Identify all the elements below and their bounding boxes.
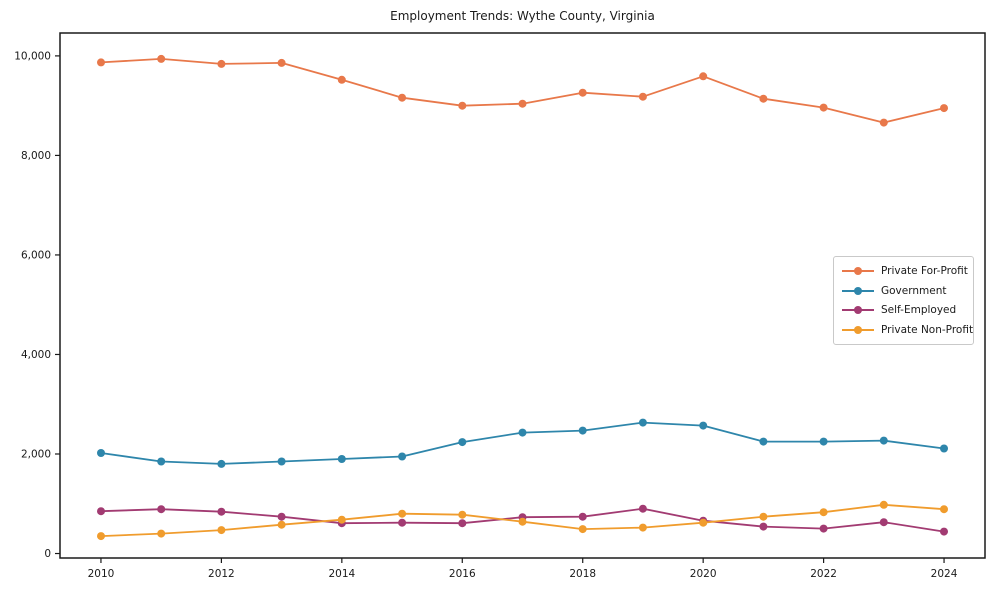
- data-point-government-2017: [518, 428, 527, 437]
- data-point-private-for-profit-2021: [759, 94, 768, 103]
- data-point-private-for-profit-2010: [97, 58, 105, 67]
- y-tick-label: 2,000: [21, 448, 51, 460]
- data-point-government-2021: [759, 437, 768, 446]
- x-tick-label: 2010: [88, 568, 115, 580]
- legend-label: Private For-Profit: [881, 264, 968, 277]
- data-point-self-employed-2010: [97, 507, 105, 516]
- legend-marker-icon: [842, 305, 874, 315]
- data-point-government-2023: [879, 436, 888, 445]
- data-point-private-for-profit-2014: [337, 75, 346, 84]
- x-tick-label: 2018: [569, 568, 596, 580]
- data-point-private-for-profit-2019: [638, 92, 647, 101]
- axes-spines: [59, 32, 986, 559]
- legend-marker-icon: [842, 325, 874, 335]
- data-point-private-non-profit-2015: [398, 509, 407, 518]
- data-point-private-non-profit-2022: [819, 508, 828, 517]
- data-point-self-employed-2016: [458, 519, 467, 528]
- data-point-self-employed-2022: [819, 524, 828, 533]
- data-point-government-2024: [940, 444, 948, 453]
- data-point-private-non-profit-2024: [940, 505, 948, 514]
- data-point-self-employed-2011: [157, 505, 166, 514]
- data-point-private-for-profit-2022: [819, 103, 828, 112]
- data-point-private-non-profit-2019: [638, 523, 647, 532]
- data-point-private-for-profit-2012: [217, 59, 226, 68]
- data-point-government-2013: [277, 457, 286, 466]
- data-point-self-employed-2024: [940, 527, 948, 536]
- data-point-government-2015: [398, 452, 407, 461]
- data-point-self-employed-2018: [578, 512, 587, 521]
- series-line-private-for-profit: [100, 58, 945, 124]
- legend-marker-icon: [842, 286, 874, 296]
- data-point-government-2020: [699, 421, 708, 430]
- data-point-private-for-profit-2016: [458, 101, 467, 110]
- data-point-private-non-profit-2020: [699, 518, 708, 527]
- y-tick-label: 8,000: [21, 150, 51, 162]
- data-point-private-non-profit-2011: [157, 529, 166, 538]
- data-point-private-for-profit-2017: [518, 99, 527, 108]
- data-point-private-non-profit-2016: [458, 510, 467, 519]
- x-tick-label: 2024: [931, 568, 958, 580]
- legend-label: Private Non-Profit: [881, 324, 974, 337]
- data-point-self-employed-2012: [217, 507, 226, 516]
- data-point-private-for-profit-2015: [398, 93, 407, 102]
- legend-marker-icon: [842, 266, 874, 276]
- y-tick-label: 10,000: [14, 50, 51, 62]
- data-point-private-non-profit-2017: [518, 517, 527, 526]
- x-tick-label: 2012: [208, 568, 235, 580]
- data-point-government-2016: [458, 438, 467, 447]
- chart-title: Employment Trends: Wythe County, Virgini…: [390, 9, 655, 23]
- y-tick-label: 4,000: [21, 349, 51, 361]
- legend-label: Government: [881, 284, 947, 297]
- data-point-self-employed-2021: [759, 522, 768, 531]
- data-point-government-2018: [578, 426, 587, 435]
- y-tick-label: 0: [44, 548, 51, 560]
- x-tick-label: 2020: [690, 568, 717, 580]
- legend-item-self-employed: Self-Employed: [834, 301, 973, 320]
- data-point-private-for-profit-2024: [940, 104, 948, 113]
- data-point-private-non-profit-2023: [879, 500, 888, 509]
- data-point-private-non-profit-2013: [277, 520, 286, 529]
- data-point-self-employed-2019: [638, 504, 647, 513]
- data-point-private-non-profit-2010: [97, 532, 105, 541]
- legend-item-government: Government: [834, 281, 973, 300]
- data-point-government-2012: [217, 459, 226, 468]
- data-point-government-2022: [819, 437, 828, 446]
- x-tick-label: 2014: [328, 568, 355, 580]
- data-point-self-employed-2015: [398, 518, 407, 527]
- data-point-private-for-profit-2011: [157, 54, 166, 63]
- data-point-self-employed-2023: [879, 518, 888, 527]
- legend-label: Self-Employed: [881, 304, 957, 317]
- data-point-self-employed-2013: [277, 512, 286, 521]
- data-point-private-for-profit-2013: [277, 58, 286, 67]
- legend-item-private-non-profit: Private Non-Profit: [834, 321, 973, 340]
- data-point-private-non-profit-2012: [217, 526, 226, 535]
- data-point-private-non-profit-2018: [578, 525, 587, 534]
- data-point-government-2011: [157, 457, 166, 466]
- data-point-private-for-profit-2018: [578, 88, 587, 97]
- data-point-private-non-profit-2014: [337, 515, 346, 524]
- data-point-private-for-profit-2020: [699, 72, 708, 81]
- data-point-government-2010: [97, 449, 105, 457]
- legend-item-private-for-profit: Private For-Profit: [834, 261, 973, 280]
- legend: Private For-Profit Government Self-Employe…: [833, 256, 974, 345]
- y-tick-label: 6,000: [21, 249, 51, 261]
- x-tick-label: 2016: [449, 568, 476, 580]
- data-point-government-2014: [337, 455, 346, 463]
- x-tick-label: 2022: [810, 568, 837, 580]
- data-point-private-for-profit-2023: [879, 118, 888, 127]
- data-point-government-2019: [638, 418, 647, 427]
- data-point-private-non-profit-2021: [759, 512, 768, 521]
